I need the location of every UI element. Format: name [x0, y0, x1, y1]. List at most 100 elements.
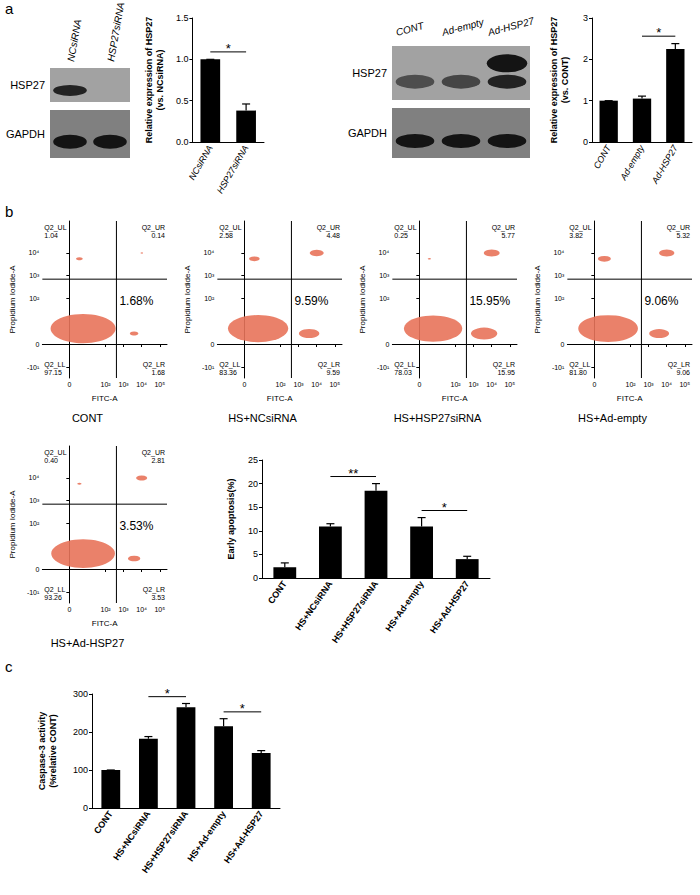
svg-text:10²: 10²	[101, 381, 112, 388]
svg-text:1.0: 1.0	[176, 54, 189, 64]
svg-text:Q2_LL: Q2_LL	[219, 361, 240, 369]
svg-text:*: *	[656, 25, 661, 40]
svg-text:97.15: 97.15	[44, 369, 62, 376]
svg-text:10²: 10²	[29, 520, 40, 527]
svg-text:1.04: 1.04	[44, 232, 58, 239]
svg-text:20: 20	[248, 479, 258, 489]
svg-text:10³: 10³	[29, 272, 40, 279]
svg-text:Propidium Iodide-A: Propidium Iodide-A	[8, 490, 17, 559]
svg-text:10²: 10²	[101, 606, 112, 613]
svg-text:Caspase-3 activity: Caspase-3 activity	[37, 712, 47, 791]
svg-text:(%relative CONT): (%relative CONT)	[48, 714, 58, 788]
svg-text:Q2_LR: Q2_LR	[318, 361, 340, 369]
svg-text:10⁴: 10⁴	[379, 249, 390, 256]
svg-text:10⁵: 10⁵	[329, 381, 340, 388]
svg-text:Q2_LL: Q2_LL	[569, 361, 590, 369]
svg-text:9.59: 9.59	[326, 369, 340, 376]
svg-text:0: 0	[560, 341, 564, 348]
svg-text:9.06%: 9.06%	[644, 294, 678, 308]
svg-text:*: *	[442, 500, 447, 515]
svg-text:0: 0	[385, 341, 389, 348]
svg-text:10⁴: 10⁴	[29, 249, 40, 256]
svg-text:Q2_LR: Q2_LR	[143, 361, 165, 369]
svg-text:Propidium Iodide-A: Propidium Iodide-A	[358, 265, 367, 334]
svg-text:10⁴: 10⁴	[661, 381, 672, 388]
svg-text:FITC-A: FITC-A	[442, 394, 468, 403]
svg-text:2.81: 2.81	[151, 457, 165, 464]
svg-text:15: 15	[248, 502, 258, 512]
svg-text:Ad-empty: Ad-empty	[440, 16, 486, 38]
svg-text:10⁴: 10⁴	[311, 381, 322, 388]
svg-text:10³: 10³	[379, 272, 390, 279]
svg-text:5.77: 5.77	[501, 232, 515, 239]
svg-text:0: 0	[210, 341, 214, 348]
svg-text:300: 300	[73, 689, 88, 699]
svg-text:0: 0	[242, 381, 246, 388]
svg-text:HSP27: HSP27	[352, 67, 387, 79]
svg-text:0.5: 0.5	[176, 96, 189, 106]
svg-text:CONT: CONT	[266, 579, 289, 606]
svg-text:(vs. NCsiRNA): (vs. NCsiRNA)	[155, 49, 165, 110]
svg-text:5: 5	[253, 549, 258, 559]
svg-text:10⁵: 10⁵	[679, 381, 690, 388]
svg-text:0: 0	[417, 381, 421, 388]
svg-text:100: 100	[73, 765, 88, 775]
svg-text:HS+Ad-empty: HS+Ad-empty	[185, 809, 227, 863]
svg-text:FITC-A: FITC-A	[267, 394, 293, 403]
svg-text:HS+Ad-HSP27: HS+Ad-HSP27	[51, 637, 125, 649]
svg-text:10⁵: 10⁵	[504, 381, 515, 388]
svg-text:10³: 10³	[554, 272, 565, 279]
svg-text:CONT: CONT	[592, 142, 614, 170]
svg-text:10³: 10³	[119, 606, 130, 613]
svg-text:Q2_LL: Q2_LL	[44, 586, 65, 594]
svg-text:HS+HSP27siRNA: HS+HSP27siRNA	[330, 579, 381, 645]
svg-text:*: *	[240, 701, 245, 716]
svg-text:1.5: 1.5	[176, 13, 189, 23]
svg-text:NCsiRNA: NCsiRNA	[187, 143, 215, 181]
svg-text:0.25: 0.25	[394, 232, 408, 239]
svg-text:10²: 10²	[554, 295, 565, 302]
svg-text:GAPDH: GAPDH	[6, 128, 45, 140]
svg-text:**: **	[348, 466, 358, 481]
svg-text:1: 1	[583, 96, 588, 106]
svg-text:Q2_UR: Q2_UR	[142, 224, 165, 232]
svg-text:CONT: CONT	[72, 412, 103, 424]
svg-text:Relative expression of HSP27: Relative expression of HSP27	[549, 17, 559, 144]
svg-text:Propidium Iodide-A: Propidium Iodide-A	[183, 265, 192, 334]
svg-text:15.95%: 15.95%	[469, 294, 510, 308]
svg-text:*: *	[226, 41, 231, 56]
svg-text:78.03: 78.03	[394, 369, 412, 376]
svg-text:81.80: 81.80	[569, 369, 587, 376]
svg-text:10⁴: 10⁴	[29, 474, 40, 481]
svg-text:10⁵: 10⁵	[154, 606, 165, 613]
svg-text:Q2_UL: Q2_UL	[44, 449, 66, 457]
svg-text:HSP27siRNA: HSP27siRNA	[105, 1, 126, 62]
svg-text:FITC-A: FITC-A	[92, 619, 118, 628]
svg-text:1.68%: 1.68%	[119, 294, 153, 308]
svg-text:10⁴: 10⁴	[554, 249, 565, 256]
svg-text:2: 2	[583, 54, 588, 64]
svg-text:Propidium Iodide-A: Propidium Iodide-A	[533, 265, 542, 334]
svg-text:10²: 10²	[204, 295, 215, 302]
svg-text:Q2_UL: Q2_UL	[394, 224, 416, 232]
svg-text:10²: 10²	[379, 295, 390, 302]
svg-text:200: 200	[73, 727, 88, 737]
svg-text:-10¹: -10¹	[27, 589, 40, 596]
svg-text:0: 0	[35, 341, 39, 348]
svg-text:0.0: 0.0	[176, 137, 189, 147]
svg-text:FITC-A: FITC-A	[617, 394, 643, 403]
svg-text:0: 0	[83, 803, 88, 813]
svg-text:HS+NCsiRNA: HS+NCsiRNA	[111, 809, 153, 862]
svg-text:-10¹: -10¹	[27, 364, 40, 371]
svg-text:HS+Ad-empty: HS+Ad-empty	[578, 412, 647, 424]
svg-text:Propidium Iodide-A: Propidium Iodide-A	[8, 265, 17, 334]
svg-text:10: 10	[248, 526, 258, 536]
svg-text:Q2_UR: Q2_UR	[492, 224, 515, 232]
svg-text:Q2_LL: Q2_LL	[44, 361, 65, 369]
svg-text:5.32: 5.32	[676, 232, 690, 239]
svg-text:9.06: 9.06	[676, 369, 690, 376]
svg-text:10⁴: 10⁴	[204, 249, 215, 256]
svg-text:10³: 10³	[294, 381, 305, 388]
svg-text:10²: 10²	[451, 381, 462, 388]
svg-text:Early apoptosis(%): Early apoptosis(%)	[226, 478, 236, 559]
